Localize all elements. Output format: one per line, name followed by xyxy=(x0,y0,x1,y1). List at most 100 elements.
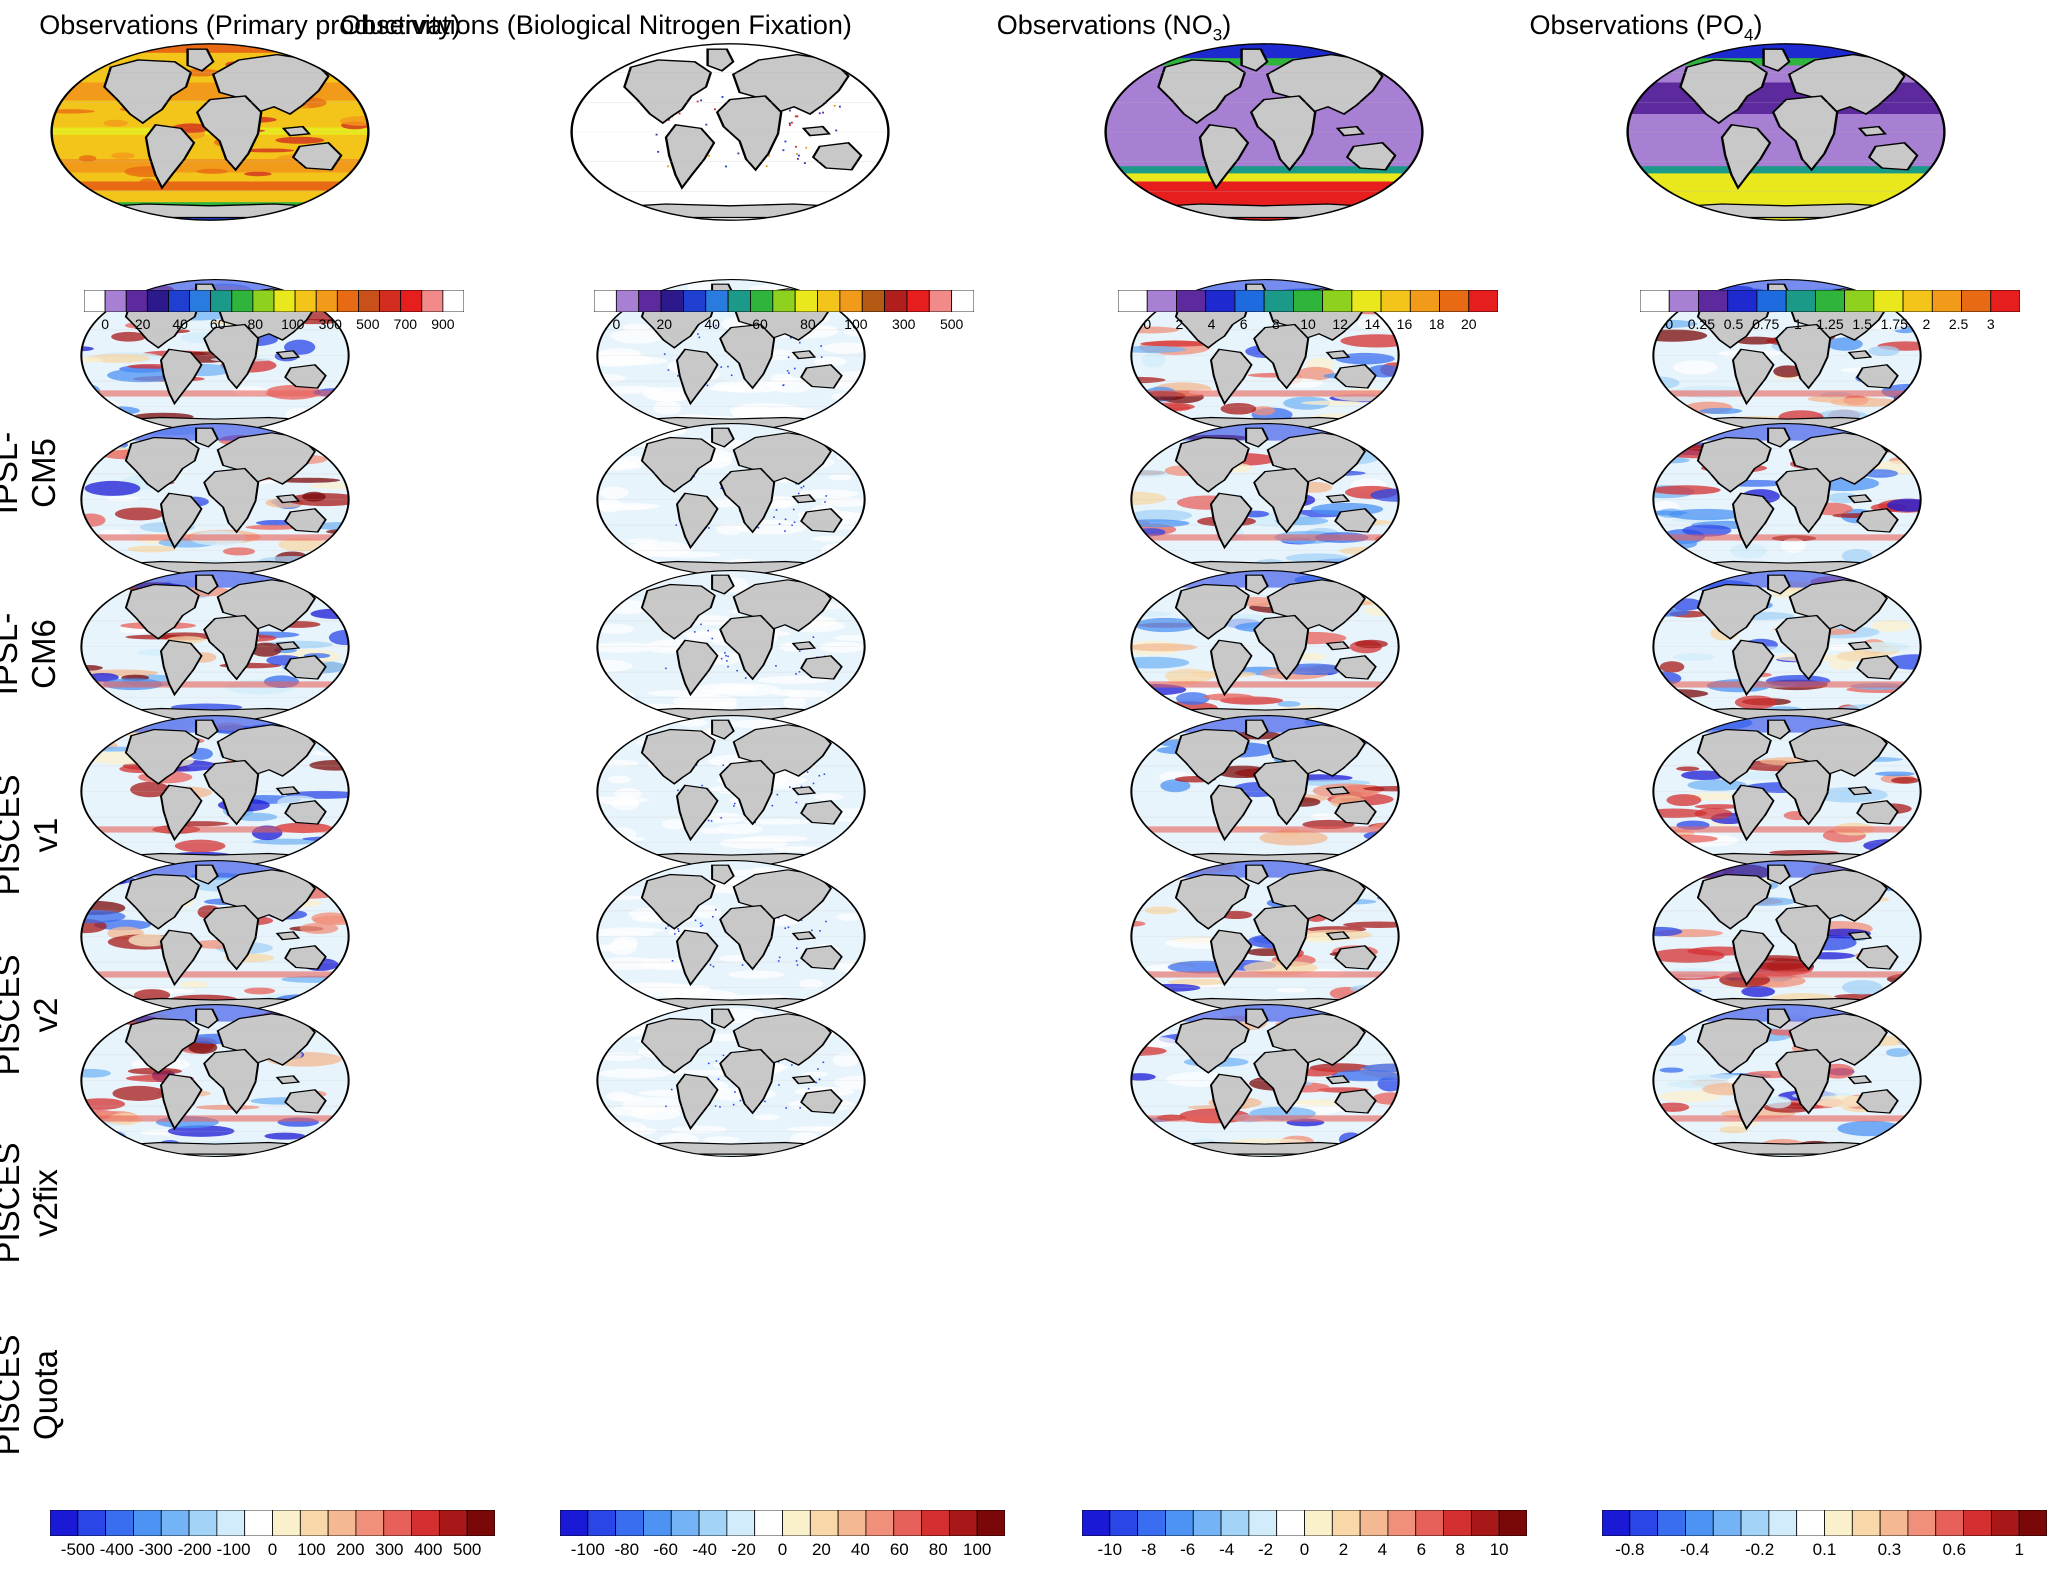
colorbar-tick-label: 400 xyxy=(414,1540,443,1559)
colorbar-tick-label: 100 xyxy=(963,1540,992,1559)
map-pisces-v2fix-bnf xyxy=(596,859,866,1014)
map-pisces-quota-bnf xyxy=(596,1003,866,1158)
colorbar-tick-label: 1 xyxy=(1793,316,1802,332)
map-obs-po4 xyxy=(1626,43,1946,221)
colorbar-tick-label: 10 xyxy=(1300,316,1316,332)
map-pisces-v2fix-no3 xyxy=(1130,859,1400,1014)
colorbar-tick-label: 60 xyxy=(889,1540,909,1559)
colorbar-tick-label: 100 xyxy=(844,316,868,332)
colorbar-diff-pp: -500 -400 -300 -200 -100 0 100 200 300 400 500 xyxy=(49,1509,496,1562)
colorbar-tick-label: -40 xyxy=(692,1540,717,1559)
colorbar-tick-label: -0.8 xyxy=(1615,1540,1645,1559)
colorbar-tick-label: 40 xyxy=(850,1540,870,1559)
colorbar-tick-label: 20 xyxy=(1460,316,1477,332)
colorbar-tick-label: 4 xyxy=(1377,1540,1388,1559)
colorbar-obs-bnf: 0 20 40 60 80 100 300 500 xyxy=(593,289,975,338)
column-title-bnf: Observations (Biological Nitrogen Fixati… xyxy=(340,10,852,40)
row-label-pisces-v2fix: PISCES v2fix xyxy=(0,1142,64,1264)
colorbar-tick-label: -200 xyxy=(177,1540,212,1559)
map-pisces-v2fix-po4 xyxy=(1652,859,1922,1014)
colorbar-tick-label: 80 xyxy=(928,1540,948,1559)
map-pisces-v1-po4 xyxy=(1652,569,1922,724)
column-title-po4: Observations (PO4) xyxy=(1529,10,1763,45)
colorbar-tick-label: 40 xyxy=(172,316,188,332)
colorbar-tick-label: 12 xyxy=(1332,316,1348,332)
map-ipsl-cm6-po4 xyxy=(1652,422,1922,577)
map-ipsl-cm6-bnf xyxy=(596,422,866,577)
colorbar-tick-label: 0 xyxy=(1299,1540,1310,1559)
row-label-ipsl-cm6: IPSL-CM6 xyxy=(0,612,62,696)
colorbar-tick-label: 0 xyxy=(101,316,110,332)
column-title-no3: Observations (NO3) xyxy=(996,10,1232,45)
colorbar-tick-label: 16 xyxy=(1396,316,1413,332)
colorbar-tick-label: 3 xyxy=(1986,316,1995,332)
colorbar-tick-label: 2.5 xyxy=(1948,316,1969,332)
colorbar-obs-po4: 0 0.25 0.5 0.75 1 1.25 1.5 1.75 2 2.5 3 xyxy=(1639,289,2021,338)
colorbar-tick-label: 0 xyxy=(1665,316,1674,332)
map-pisces-v2-pp xyxy=(80,714,350,869)
colorbar-tick-label: 20 xyxy=(811,1540,831,1559)
map-obs-no3 xyxy=(1104,43,1424,221)
colorbar-tick-label: 18 xyxy=(1428,316,1445,332)
colorbar-tick-label: 20 xyxy=(656,316,673,332)
colorbar-tick-label: 60 xyxy=(752,316,768,332)
colorbar-tick-label: 0 xyxy=(612,316,621,332)
map-pisces-v2-no3 xyxy=(1130,714,1400,869)
colorbar-tick-label: 1.5 xyxy=(1852,316,1872,332)
colorbar-tick-label: 6 xyxy=(1416,1540,1427,1559)
colorbar-tick-label: 4 xyxy=(1207,316,1216,332)
colorbar-obs-no3: 0 2 4 6 8 10 12 14 16 18 20 xyxy=(1117,289,1499,338)
colorbar-tick-label: 2 xyxy=(1175,316,1184,332)
colorbar-diff-po4: -0.8 -0.4 -0.2 0.1 0.3 0.6 1 xyxy=(1601,1509,2048,1562)
colorbar-tick-label: -300 xyxy=(138,1540,173,1559)
colorbar-tick-label: 300 xyxy=(375,1540,404,1559)
colorbar-tick-label: 80 xyxy=(800,316,816,332)
map-pisces-quota-po4 xyxy=(1652,1003,1922,1158)
colorbar-tick-label: -20 xyxy=(731,1540,756,1559)
colorbar-tick-label: 1.75 xyxy=(1880,316,1908,332)
colorbar-tick-label: 10 xyxy=(1489,1540,1509,1559)
map-obs-pp xyxy=(50,43,370,221)
map-pisces-v1-pp xyxy=(80,569,350,724)
colorbar-tick-label: 500 xyxy=(939,316,964,332)
colorbar-tick-label: -80 xyxy=(614,1540,640,1559)
colorbar-tick-label: 1 xyxy=(2014,1540,2024,1559)
colorbar-tick-label: 0 xyxy=(267,1540,278,1559)
map-pisces-v2-bnf xyxy=(596,714,866,869)
colorbar-tick-label: 0.75 xyxy=(1752,316,1780,332)
colorbar-tick-label: -4 xyxy=(1219,1540,1235,1559)
map-ipsl-cm6-pp xyxy=(80,422,350,577)
map-pisces-v2-po4 xyxy=(1652,714,1922,869)
colorbar-tick-label: -400 xyxy=(99,1540,134,1559)
row-label-pisces-v2: PISCES v2 xyxy=(0,954,64,1076)
colorbar-tick-label: 8 xyxy=(1455,1540,1465,1559)
map-obs-bnf xyxy=(570,43,890,221)
colorbar-tick-label: 0.5 xyxy=(1723,316,1744,332)
colorbar-tick-label: 8 xyxy=(1271,316,1280,332)
colorbar-tick-label: -0.2 xyxy=(1744,1540,1775,1559)
colorbar-diff-bnf: -100 -80 -60 -40 -20 0 20 40 60 80 100 xyxy=(559,1509,1006,1562)
colorbar-tick-label: -10 xyxy=(1097,1540,1123,1559)
colorbar-tick-label: -500 xyxy=(60,1540,95,1559)
colorbar-tick-label: 0.6 xyxy=(1942,1540,1967,1559)
colorbar-tick-label: 200 xyxy=(336,1540,365,1559)
colorbar-tick-label: -60 xyxy=(653,1540,678,1559)
colorbar-tick-label: 100 xyxy=(281,316,305,332)
row-label-pisces-v1: PISCES v1 xyxy=(0,774,64,896)
colorbar-tick-label: -8 xyxy=(1141,1540,1157,1559)
colorbar-tick-label: -2 xyxy=(1258,1540,1274,1559)
colorbar-tick-label: -100 xyxy=(570,1540,605,1559)
colorbar-tick-label: -100 xyxy=(216,1540,251,1559)
column-title-pp: Observations (Primary productivity) xyxy=(39,10,461,40)
map-pisces-quota-no3 xyxy=(1130,1003,1400,1158)
colorbar-tick-label: 0.3 xyxy=(1877,1540,1902,1559)
colorbar-tick-label: 2 xyxy=(1338,1540,1349,1559)
map-pisces-quota-pp xyxy=(80,1003,350,1158)
colorbar-tick-label: 900 xyxy=(431,316,455,332)
colorbar-tick-label: 80 xyxy=(247,316,264,332)
map-pisces-v2fix-pp xyxy=(80,859,350,1014)
colorbar-tick-label: 100 xyxy=(297,1540,326,1559)
colorbar-tick-label: -0.4 xyxy=(1680,1540,1710,1559)
row-label-ipsl-cm5: IPSL-CM5 xyxy=(0,431,62,515)
colorbar-tick-label: -6 xyxy=(1180,1540,1196,1559)
